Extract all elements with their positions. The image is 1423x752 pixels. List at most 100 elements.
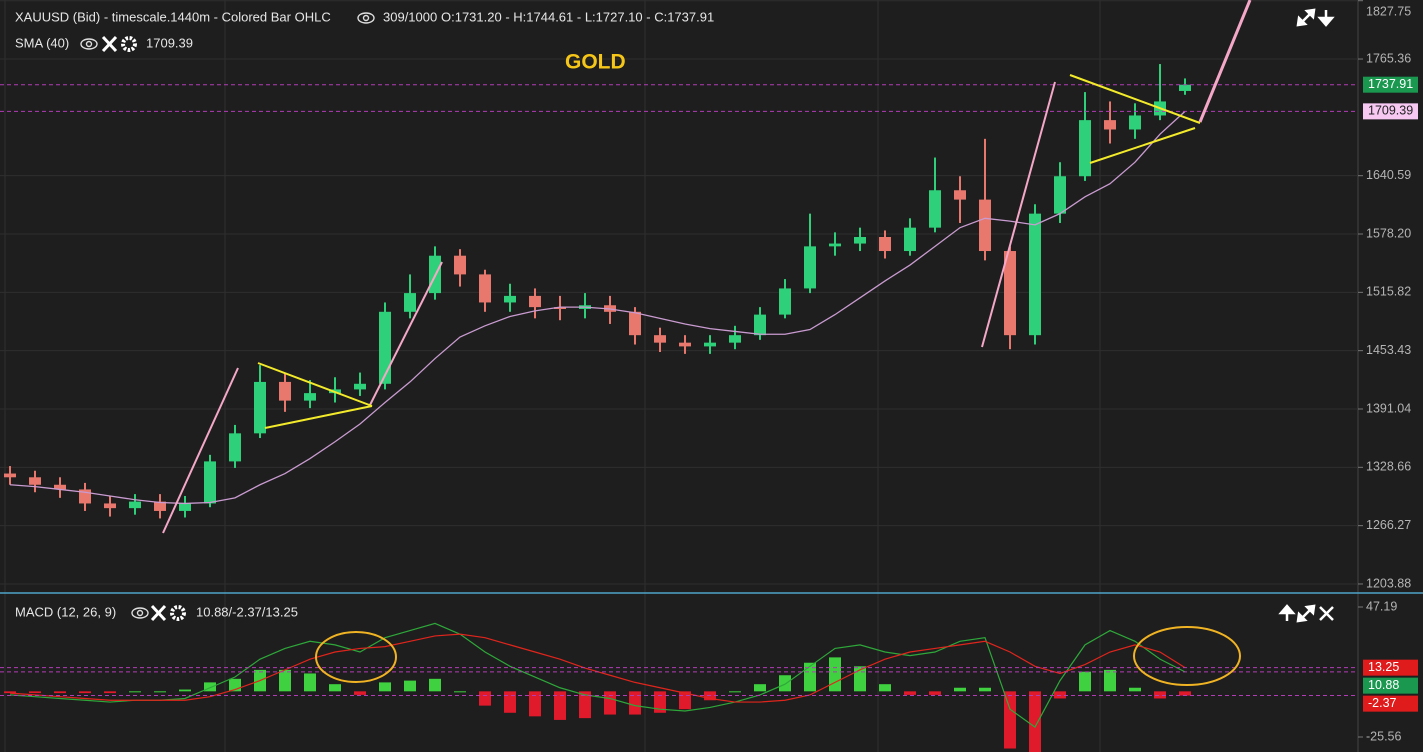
candle-body xyxy=(779,288,791,315)
drawings xyxy=(162,0,1252,686)
histogram-bar xyxy=(754,684,766,692)
histogram-bar xyxy=(504,691,516,713)
candle-body xyxy=(754,314,766,336)
candle-body xyxy=(1129,115,1141,130)
histogram-bar xyxy=(779,675,791,692)
candle-body xyxy=(454,255,466,275)
macd-eye-icon[interactable] xyxy=(131,607,149,619)
histogram-bar xyxy=(479,691,491,706)
sma-value: 1709.39 xyxy=(146,35,193,50)
candle-body xyxy=(904,227,916,252)
price-badge: 1737.91 xyxy=(1368,77,1413,91)
time-grid xyxy=(4,0,1101,752)
candle-body xyxy=(829,243,841,247)
macd-values: 10.88/-2.37/13.25 xyxy=(196,604,298,619)
histogram-bar xyxy=(279,669,291,692)
candle-body xyxy=(654,335,666,343)
expand-icon[interactable] xyxy=(1296,8,1335,27)
histogram-bar xyxy=(154,691,166,693)
eye-pupil xyxy=(362,14,370,22)
sma-badge: 1709.39 xyxy=(1368,104,1413,118)
trend-line xyxy=(369,261,443,406)
macd-settings-icon[interactable] xyxy=(170,605,186,621)
histogram-bar xyxy=(629,691,641,715)
arrow-head xyxy=(1296,611,1308,623)
candle-body xyxy=(679,342,691,347)
candle-body xyxy=(854,237,866,244)
candle-body xyxy=(379,311,391,384)
y-tick-label: 1578.20 xyxy=(1366,226,1411,240)
gear xyxy=(170,605,186,621)
annotation: GOLD xyxy=(565,51,626,74)
candle-body xyxy=(254,381,266,434)
histogram-bar xyxy=(729,691,741,693)
candle-body xyxy=(504,295,516,303)
candle-body xyxy=(1054,176,1066,214)
lines-layer xyxy=(0,84,1358,728)
sma-remove-icon[interactable] xyxy=(101,35,118,53)
y-tick-label: 1203.88 xyxy=(1366,576,1411,590)
histogram-bar xyxy=(854,666,866,692)
gear-hole xyxy=(176,611,180,615)
triangle-line xyxy=(1089,127,1196,164)
y-tick-label: 1640.59 xyxy=(1366,168,1411,182)
sma-line xyxy=(9,110,1186,505)
y-tick-label: -25.56 xyxy=(1366,729,1401,743)
candle-body xyxy=(1104,120,1116,130)
arrow-head xyxy=(1278,604,1296,615)
trend-line xyxy=(162,367,239,534)
signal-badge: 13.25 xyxy=(1368,660,1399,674)
candle-body xyxy=(979,199,991,252)
eye-outline xyxy=(131,607,149,619)
price-badge-bg xyxy=(1363,76,1418,93)
candle-body xyxy=(179,503,191,511)
sma-settings-icon[interactable] xyxy=(121,36,137,52)
candle-body xyxy=(129,501,141,509)
x-stroke xyxy=(101,35,118,53)
sma-eye-icon[interactable] xyxy=(80,38,98,50)
eye-pupil xyxy=(136,609,144,617)
histogram-bar xyxy=(354,691,366,695)
x-stroke xyxy=(150,604,167,622)
arrow-head xyxy=(1296,15,1308,27)
histogram-bar xyxy=(879,684,891,692)
eye-pupil xyxy=(85,40,93,48)
arrow-head xyxy=(1317,16,1335,27)
histogram-bar xyxy=(379,682,391,692)
macd-remove-icon[interactable] xyxy=(150,604,167,622)
candle-body xyxy=(1079,120,1091,177)
candle-body xyxy=(404,293,416,312)
gear-hole xyxy=(127,42,131,46)
sma-name: SMA (40) xyxy=(15,35,69,50)
histogram-bar xyxy=(829,657,841,692)
histogram-bar xyxy=(1029,691,1041,752)
candle-body xyxy=(804,246,816,289)
candle-body xyxy=(4,473,16,478)
eye-icon[interactable] xyxy=(357,12,375,24)
candle-body xyxy=(929,190,941,228)
candle-body xyxy=(354,383,366,390)
candle-body xyxy=(29,477,41,485)
y-tick-label: 1328.66 xyxy=(1366,460,1411,474)
axis-layer: 1827.75 1765.36 1640.59 1578.20 1515.82 1453.… xyxy=(1358,0,1418,743)
trend-line xyxy=(981,81,1056,348)
histogram-bar xyxy=(129,691,141,693)
candle-body xyxy=(554,307,566,309)
candle-body xyxy=(229,433,241,462)
histogram-bar xyxy=(454,691,466,693)
panel-controls[interactable] xyxy=(1278,604,1334,623)
histogram-bar xyxy=(954,687,966,692)
gear xyxy=(121,36,137,52)
ohlc-readout: O:1731.20 - H:1744.61 - L:1727.10 - C:17… xyxy=(441,9,714,24)
candle-body xyxy=(704,342,716,347)
y-tick-label: 1765.36 xyxy=(1366,51,1411,65)
bar-count: 309/1000 xyxy=(383,9,437,24)
instrument-title: XAUUSD (Bid) - timescale.1440m - Colored… xyxy=(15,9,331,24)
candle-body xyxy=(879,237,891,252)
y-tick-label: 1515.82 xyxy=(1366,285,1411,299)
histogram-bar xyxy=(604,691,616,715)
macd-line xyxy=(9,622,1186,728)
